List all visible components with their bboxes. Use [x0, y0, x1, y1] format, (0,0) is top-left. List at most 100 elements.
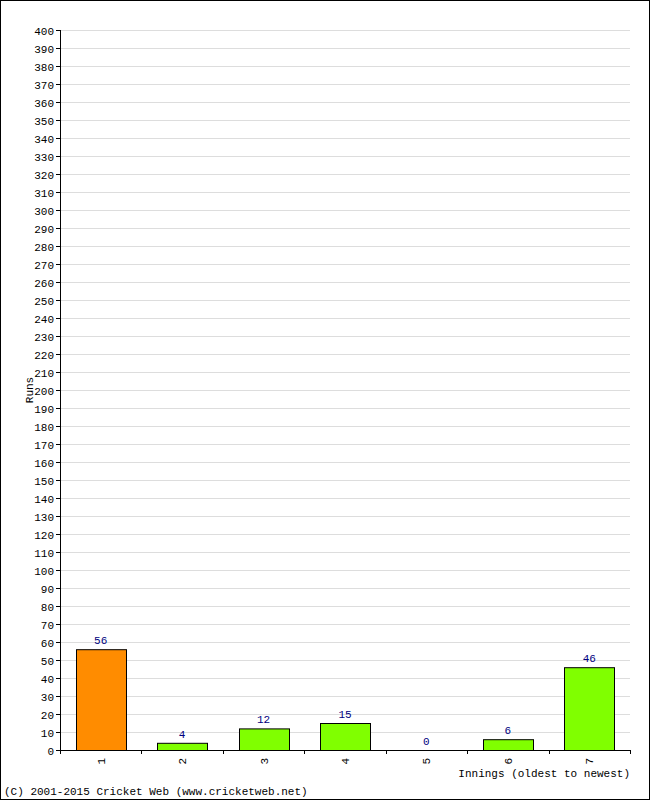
x-tick — [467, 750, 468, 754]
y-tick-label: 350 — [34, 116, 54, 128]
y-tick — [56, 264, 60, 265]
grid-line — [60, 228, 630, 229]
y-tick — [56, 696, 60, 697]
grid-line — [60, 372, 630, 373]
y-tick-label: 360 — [34, 98, 54, 110]
grid-line — [60, 516, 630, 517]
y-tick — [56, 588, 60, 589]
grid-line — [60, 246, 630, 247]
y-axis — [60, 30, 61, 750]
y-tick-label: 20 — [41, 710, 54, 722]
y-tick — [56, 336, 60, 337]
grid-line — [60, 210, 630, 211]
y-tick — [56, 444, 60, 445]
y-tick-label: 310 — [34, 188, 54, 200]
y-tick — [56, 354, 60, 355]
y-tick-label: 330 — [34, 152, 54, 164]
bar — [240, 729, 290, 750]
y-tick — [56, 318, 60, 319]
data-label: 0 — [423, 736, 430, 748]
bar — [158, 743, 208, 750]
bar — [77, 650, 127, 750]
x-tick — [304, 750, 305, 754]
bar — [565, 668, 615, 750]
grid-line — [60, 66, 630, 67]
x-tick-label: 1 — [96, 758, 108, 765]
grid-line — [60, 624, 630, 625]
y-tick-label: 180 — [34, 422, 54, 434]
y-tick-label: 0 — [47, 746, 54, 758]
x-tick-label: 7 — [584, 758, 596, 765]
grid-line — [60, 444, 630, 445]
y-tick — [56, 30, 60, 31]
y-tick — [56, 102, 60, 103]
y-tick-label: 60 — [41, 638, 54, 650]
y-tick-label: 100 — [34, 566, 54, 578]
y-tick-label: 110 — [34, 548, 54, 560]
x-tick-label: 2 — [177, 758, 189, 765]
grid-line — [60, 84, 630, 85]
grid-line — [60, 480, 630, 481]
y-tick — [56, 210, 60, 211]
y-tick — [56, 84, 60, 85]
grid-line — [60, 696, 630, 697]
grid-line — [60, 606, 630, 607]
grid-line — [60, 264, 630, 265]
y-tick-label: 290 — [34, 224, 54, 236]
grid-line — [60, 282, 630, 283]
x-axis — [60, 750, 630, 751]
grid-line — [60, 660, 630, 661]
y-tick-label: 250 — [34, 296, 54, 308]
y-tick — [56, 426, 60, 427]
x-tick — [549, 750, 550, 754]
x-tick — [630, 750, 631, 754]
y-tick — [56, 480, 60, 481]
grid-line — [60, 408, 630, 409]
grid-line — [60, 462, 630, 463]
x-tick-label: 6 — [503, 758, 515, 765]
grid-line — [60, 552, 630, 553]
y-tick — [56, 732, 60, 733]
grid-line — [60, 336, 630, 337]
x-tick — [141, 750, 142, 754]
data-label: 4 — [179, 729, 186, 741]
grid-line — [60, 102, 630, 103]
grid-line — [60, 642, 630, 643]
x-tick — [386, 750, 387, 754]
y-tick-label: 150 — [34, 476, 54, 488]
grid-line — [60, 30, 630, 31]
grid-line — [60, 750, 630, 751]
y-tick-label: 300 — [34, 206, 54, 218]
y-tick — [56, 408, 60, 409]
y-tick — [56, 714, 60, 715]
grid-line — [60, 120, 630, 121]
y-tick-label: 140 — [34, 494, 54, 506]
grid-line — [60, 678, 630, 679]
y-tick-label: 280 — [34, 242, 54, 254]
y-tick — [56, 300, 60, 301]
y-tick-label: 130 — [34, 512, 54, 524]
y-tick — [56, 246, 60, 247]
grid-line — [60, 300, 630, 301]
x-tick-label: 4 — [340, 758, 352, 765]
y-tick — [56, 48, 60, 49]
y-tick-label: 390 — [34, 44, 54, 56]
grid-line — [60, 588, 630, 589]
y-axis-label: Runs — [24, 377, 36, 403]
data-label: 56 — [94, 635, 107, 647]
grid-line — [60, 498, 630, 499]
copyright: (C) 2001-2015 Cricket Web (www.cricketwe… — [4, 786, 308, 798]
y-tick-label: 90 — [41, 584, 54, 596]
y-tick — [56, 372, 60, 373]
y-tick — [56, 498, 60, 499]
y-tick-label: 260 — [34, 278, 54, 290]
y-tick-label: 380 — [34, 62, 54, 74]
y-tick — [56, 624, 60, 625]
y-tick-label: 70 — [41, 620, 54, 632]
grid-line — [60, 174, 630, 175]
x-tick-label: 3 — [259, 758, 271, 765]
y-tick-label: 210 — [34, 368, 54, 380]
grid-line — [60, 570, 630, 571]
y-tick — [56, 606, 60, 607]
y-tick — [56, 66, 60, 67]
